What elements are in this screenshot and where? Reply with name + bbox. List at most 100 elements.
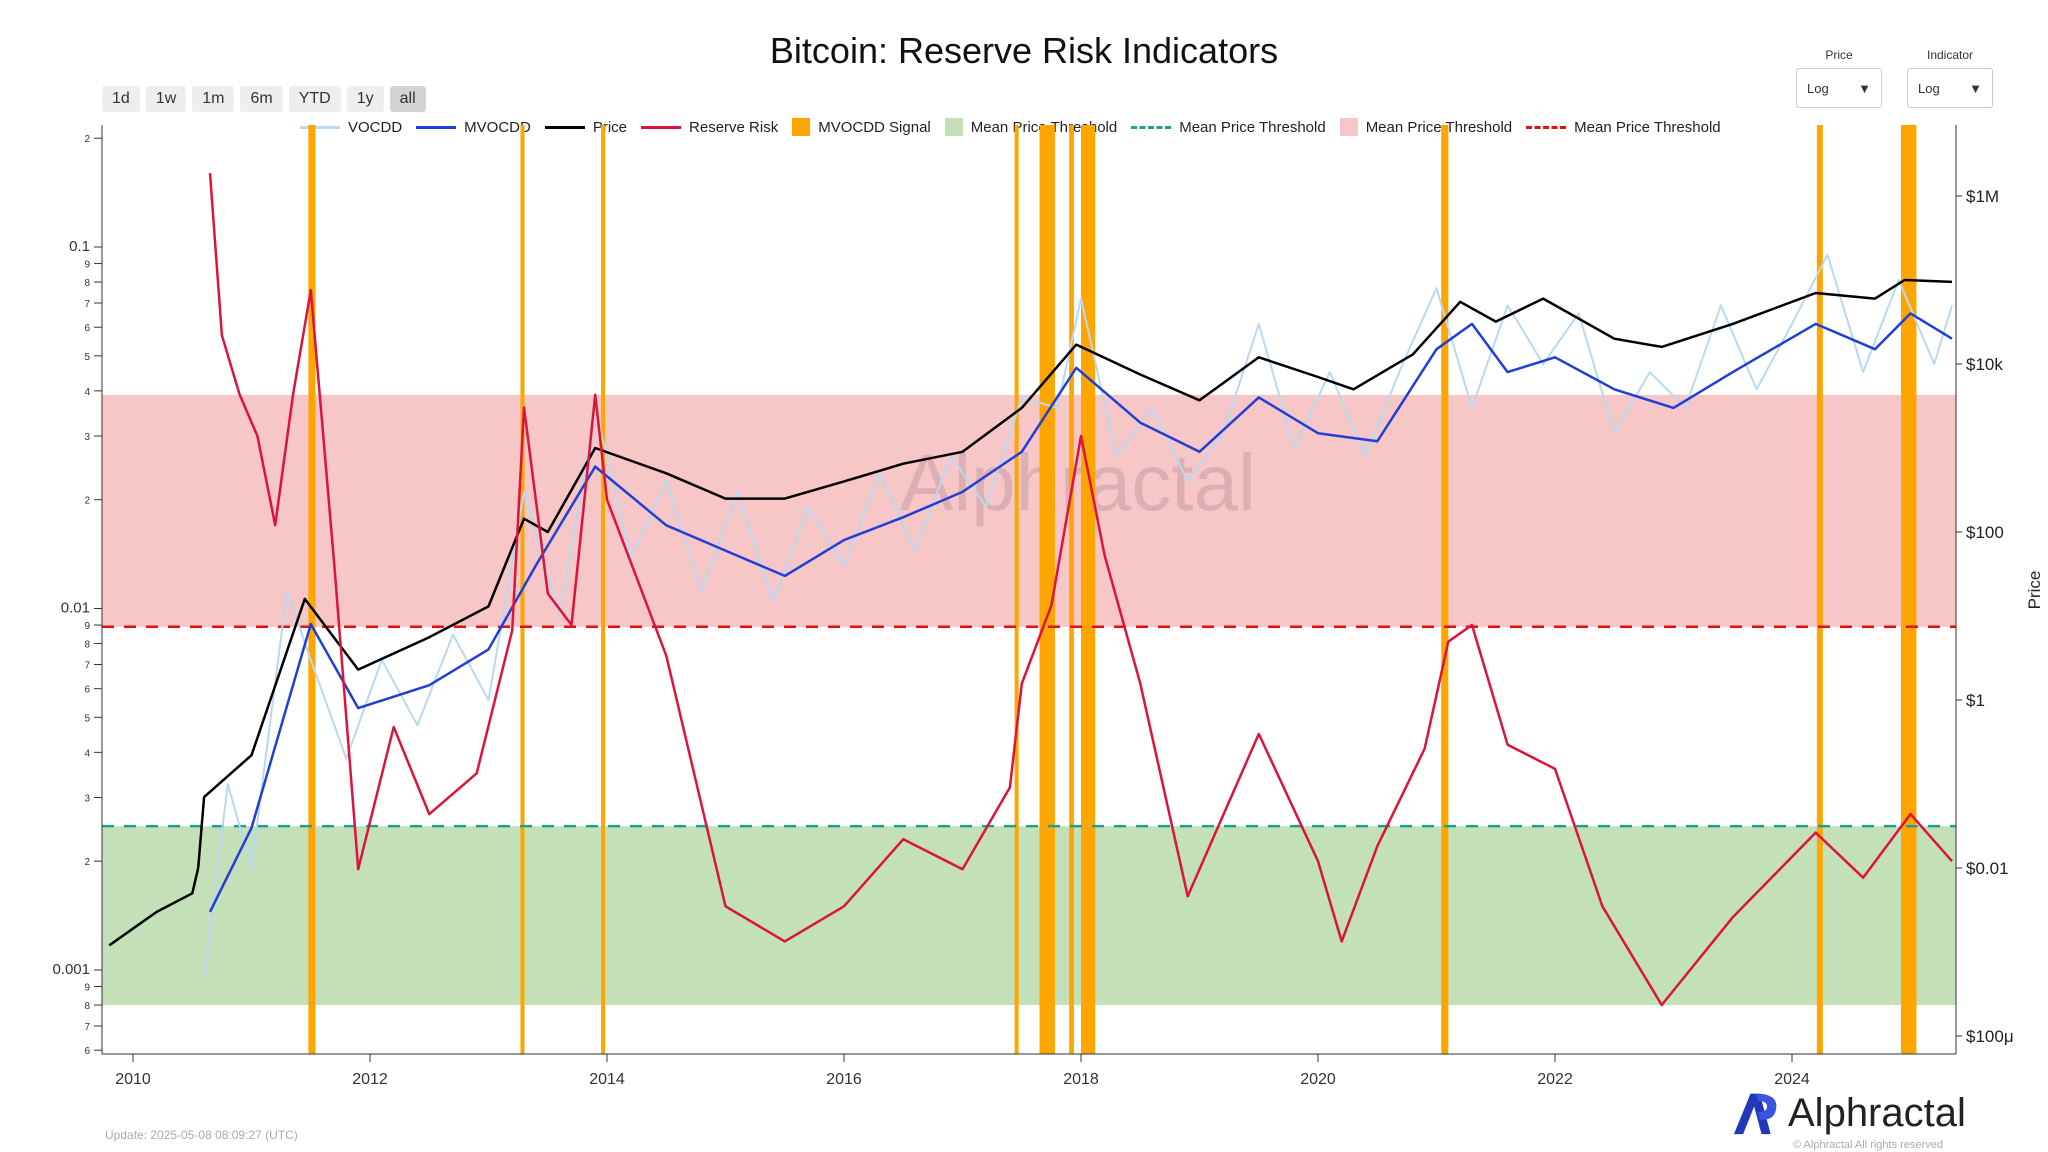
series-price bbox=[108, 278, 1953, 947]
legend-label: Mean Price Threshold bbox=[970, 118, 1118, 136]
dropdown-arrow-icon: ▼ bbox=[1969, 80, 1982, 96]
right-tick-label: $1 bbox=[1966, 691, 1985, 710]
signal-bar bbox=[601, 125, 606, 1054]
legend-item[interactable]: VOCDD bbox=[300, 119, 402, 136]
legend-label: VOCDD bbox=[348, 118, 403, 136]
range-buttons: 1d 1w 1m 6m YTD 1y all bbox=[102, 86, 426, 112]
legend-label: Mean Price Threshold bbox=[1179, 118, 1326, 136]
legend-label: Reserve Risk bbox=[689, 118, 779, 136]
legend-swatch-icon bbox=[641, 125, 682, 129]
indicator-scale-label: Indicator bbox=[1926, 48, 1974, 62]
range-1w-button[interactable]: 1w bbox=[145, 86, 187, 112]
signal-bar bbox=[308, 125, 316, 1054]
left-tick-label: 9 bbox=[84, 260, 90, 271]
signal-bar bbox=[1441, 125, 1449, 1054]
price-scale-label: Price bbox=[1825, 48, 1853, 62]
legend-swatch-icon bbox=[1339, 118, 1358, 136]
x-tick-label: 2016 bbox=[826, 1071, 862, 1088]
left-tick-label: 8 bbox=[84, 1001, 90, 1012]
x-tick-label: 2020 bbox=[1300, 1071, 1336, 1088]
indicator-scale-selector: Indicator Log ▼ bbox=[1907, 48, 1993, 108]
logo-mark-icon bbox=[1733, 1093, 1777, 1135]
copyright: © Alphractal All rights reserved bbox=[1793, 1139, 1943, 1151]
signal-bar bbox=[1081, 125, 1096, 1054]
chart-title: Bitcoin: Reserve Risk Indicators bbox=[769, 30, 1279, 71]
left-tick-label: 7 bbox=[84, 1022, 90, 1033]
left-tick-label: 8 bbox=[84, 278, 90, 289]
right-tick-label: $100μ bbox=[1966, 1027, 2014, 1046]
legend-label: Price bbox=[592, 118, 628, 136]
left-tick-label: 4 bbox=[84, 387, 90, 398]
left-tick-label: 0.01 bbox=[61, 600, 90, 617]
x-tick-label: 2024 bbox=[1774, 1071, 1810, 1088]
right-tick-label: $0.01 bbox=[1966, 859, 2009, 878]
signal-bar bbox=[1816, 125, 1823, 1054]
left-tick-label: 2 bbox=[84, 134, 90, 145]
left-tick-label: 0.1 bbox=[69, 238, 90, 255]
range-1d-button[interactable]: 1d bbox=[102, 86, 140, 112]
range-1y-button[interactable]: 1y bbox=[346, 86, 384, 112]
left-tick-label: 5 bbox=[84, 713, 90, 724]
logo-text: Alphractal bbox=[1788, 1091, 1966, 1135]
indicator-scale-value: Log bbox=[1918, 80, 1940, 96]
legend-item[interactable]: Price bbox=[544, 118, 628, 136]
legend: VOCDD MVOCDD Price Reserve Risk MVOCDD Signa… bbox=[300, 118, 1721, 136]
price-scale-select[interactable]: Log ▼ bbox=[1796, 68, 1882, 108]
legend-item[interactable]: MVOCDD Signal bbox=[792, 118, 931, 136]
legend-item[interactable]: Mean Price Threshold bbox=[1131, 118, 1326, 136]
legend-swatch-icon bbox=[544, 125, 585, 129]
legend-swatch-icon bbox=[300, 125, 340, 129]
left-tick-label: 5 bbox=[84, 352, 90, 363]
legend-item[interactable]: Mean Price Threshold bbox=[1339, 118, 1513, 136]
series-mvocdd bbox=[208, 312, 1953, 913]
range-ytd-button[interactable]: YTD bbox=[288, 86, 341, 112]
threshold-band bbox=[102, 826, 1956, 1006]
range-6m-button[interactable]: 6m bbox=[240, 86, 283, 112]
legend-label: MVOCDD bbox=[464, 118, 531, 136]
price-scale-value: Log bbox=[1807, 80, 1829, 96]
left-tick-label: 6 bbox=[84, 1046, 90, 1057]
legend-swatch-icon bbox=[944, 118, 963, 136]
series-reserve-risk bbox=[208, 173, 1953, 1007]
indicator-scale-select[interactable]: Log ▼ bbox=[1907, 68, 1993, 108]
left-tick-label: 9 bbox=[84, 983, 90, 994]
legend-item[interactable]: Mean Price Threshold bbox=[1526, 119, 1721, 136]
legend-item[interactable]: Mean Price Threshold bbox=[944, 118, 1118, 136]
left-tick-label: 2 bbox=[84, 857, 90, 868]
x-tick-label: 2018 bbox=[1063, 1071, 1099, 1088]
right-tick-label: $10k bbox=[1966, 355, 2003, 374]
range-1m-button[interactable]: 1m bbox=[192, 86, 235, 112]
legend-label: Mean Price Threshold bbox=[1365, 118, 1513, 136]
left-tick-label: 0.001 bbox=[52, 961, 90, 978]
dropdown-arrow-icon: ▼ bbox=[1858, 80, 1871, 96]
left-tick-label: 4 bbox=[84, 748, 90, 759]
price-scale-selector: Price Log ▼ bbox=[1796, 48, 1882, 108]
x-tick-label: 2012 bbox=[352, 1071, 388, 1088]
left-tick-label: 6 bbox=[84, 685, 90, 696]
range-all-button[interactable]: all bbox=[389, 86, 426, 112]
left-tick-label: 7 bbox=[84, 299, 90, 310]
series-vocdd bbox=[203, 253, 1953, 978]
legend-swatch-icon bbox=[1131, 125, 1172, 129]
signal-bar bbox=[1901, 125, 1917, 1054]
signal-bar bbox=[520, 125, 525, 1054]
signal-bar bbox=[1069, 125, 1074, 1054]
right-tick-label: $1M bbox=[1966, 187, 1999, 206]
right-axis-title: Price bbox=[2025, 571, 2044, 610]
right-tick-label: $100 bbox=[1966, 523, 2004, 542]
legend-item[interactable]: MVOCDD bbox=[416, 119, 531, 136]
x-tick-label: 2022 bbox=[1537, 1071, 1573, 1088]
x-tick-label: 2010 bbox=[115, 1071, 151, 1088]
legend-label: MVOCDD Signal bbox=[818, 118, 931, 136]
left-tick-label: 3 bbox=[84, 794, 90, 805]
legend-swatch-icon bbox=[792, 118, 811, 136]
x-tick-label: 2014 bbox=[589, 1071, 625, 1088]
legend-swatch-icon bbox=[1526, 125, 1567, 129]
left-tick-label: 6 bbox=[84, 323, 90, 334]
threshold-band bbox=[102, 394, 1956, 627]
left-tick-label: 9 bbox=[84, 621, 90, 632]
left-tick-label: 7 bbox=[84, 660, 90, 671]
alphractal-logo: Alphractal bbox=[1730, 1090, 1966, 1136]
legend-item[interactable]: Reserve Risk bbox=[641, 119, 778, 136]
